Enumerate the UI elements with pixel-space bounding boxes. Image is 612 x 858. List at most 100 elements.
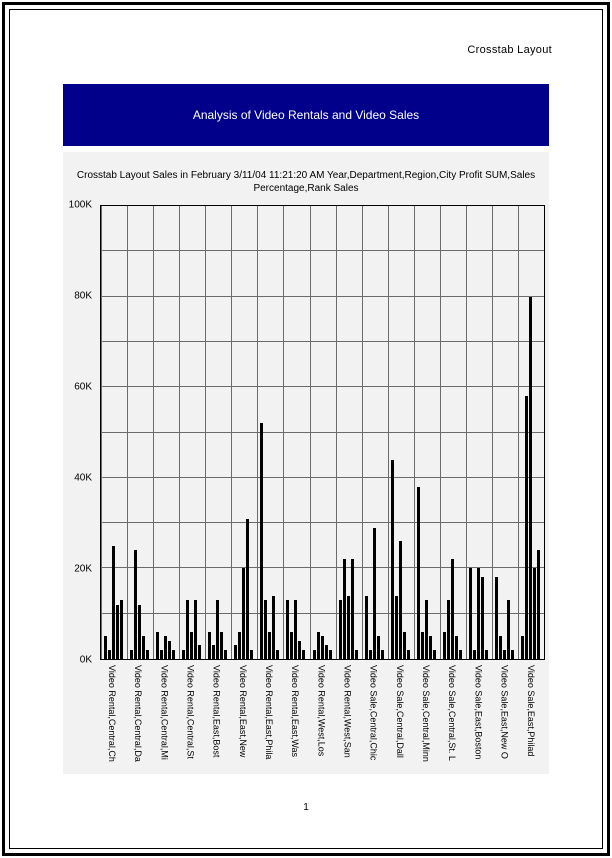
- bar: [312, 649, 316, 659]
- bar: [525, 396, 528, 659]
- x-axis-label: Video Rental,Central,Ch: [107, 665, 117, 762]
- bar: [476, 568, 480, 659]
- bar-group: [413, 206, 440, 659]
- bar: [316, 631, 320, 659]
- bar: [498, 636, 502, 659]
- bar: [521, 636, 524, 659]
- bar-group: [283, 206, 309, 659]
- bar: [160, 649, 164, 659]
- bar: [276, 649, 280, 659]
- bar-group: [518, 206, 544, 659]
- bar: [286, 600, 290, 659]
- bar-group: [153, 206, 179, 659]
- gridline: [101, 522, 544, 524]
- bar: [324, 645, 328, 659]
- chart-title-line1: Crosstab Layout Sales in February 3/11/0…: [76, 170, 536, 181]
- bar-group: [335, 206, 362, 659]
- bar: [264, 600, 268, 659]
- bar: [216, 600, 220, 659]
- x-axis-label: Video Sale,East,New O: [499, 665, 510, 759]
- bar: [182, 649, 186, 659]
- x-axis-label: Video Sale,Central,Chic: [368, 665, 379, 761]
- bar: [130, 649, 134, 659]
- y-tick-label: 80K: [74, 290, 92, 302]
- bar: [168, 640, 172, 659]
- y-tick-label: 20K: [74, 563, 92, 575]
- x-axis-label: Video Sale,East,Boston: [473, 665, 484, 760]
- gridline: [101, 295, 544, 297]
- bar: [472, 649, 476, 659]
- x-axis-label: Video Rental,West,Los: [316, 665, 327, 757]
- bar: [346, 595, 350, 659]
- bar: [198, 645, 202, 659]
- bar: [146, 649, 150, 659]
- page-number: 1: [303, 802, 309, 813]
- bar: [164, 636, 168, 659]
- chart-title-line2: Percentage,Rank Sales: [253, 183, 359, 194]
- bar: [529, 296, 532, 659]
- bar: [450, 559, 454, 659]
- bar-group: [465, 206, 492, 659]
- bar-group: [387, 206, 414, 659]
- bar: [328, 649, 332, 659]
- bar: [480, 577, 484, 659]
- bar: [116, 604, 119, 659]
- bar: [494, 577, 498, 659]
- bar: [220, 631, 224, 659]
- x-axis-label: Video Sale,Central,Dall: [394, 665, 405, 758]
- y-tick-label: 60K: [74, 381, 92, 393]
- gridline: [101, 386, 544, 388]
- bar: [190, 631, 194, 659]
- chart-title: Crosstab Layout Sales in February 3/11/0…: [63, 169, 549, 195]
- x-axis-label: Video Rental,Central,Mi: [159, 665, 170, 760]
- bar: [368, 649, 372, 659]
- bar: [134, 550, 138, 659]
- bar: [108, 649, 111, 659]
- bar: [208, 631, 212, 659]
- bar: [454, 636, 458, 659]
- bar-group: [491, 206, 518, 659]
- x-axis-label: Video Rental,East,Phila: [264, 665, 275, 760]
- x-axis: Video Rental,Central,Ch Video Rental,Cent…: [100, 662, 545, 774]
- bar: [260, 423, 264, 659]
- bar: [533, 568, 536, 659]
- bar: [120, 600, 123, 659]
- bar: [272, 595, 276, 659]
- bar: [224, 649, 228, 659]
- plot-area: [100, 205, 545, 660]
- x-axis-label: Video Rental,East,Bost: [211, 665, 222, 758]
- bar-group: [101, 206, 127, 659]
- bar: [290, 631, 294, 659]
- bar: [194, 600, 198, 659]
- bar: [250, 649, 254, 659]
- bar-group: [127, 206, 153, 659]
- gridline: [101, 476, 544, 478]
- bar: [104, 636, 107, 659]
- bar: [142, 636, 146, 659]
- bar: [380, 649, 384, 659]
- bar: [424, 600, 428, 659]
- x-axis-label: Video Sale,Central,St. L: [447, 665, 458, 761]
- bar: [432, 649, 436, 659]
- x-axis-label: Video Sale,East,Philad: [525, 665, 536, 757]
- bar: [238, 631, 242, 659]
- bar: [294, 600, 298, 659]
- bar: [320, 636, 324, 659]
- bar: [350, 559, 354, 659]
- gridline: [101, 340, 544, 342]
- bar: [112, 545, 115, 659]
- bar: [442, 631, 446, 659]
- report-header-label: Crosstab Layout: [467, 44, 552, 56]
- y-axis: 0K 20K 40K 60K 80K 100K: [63, 200, 96, 666]
- x-axis-label: Video Rental,Central,Da: [133, 665, 144, 762]
- bar-group: [179, 206, 205, 659]
- bar: [428, 636, 432, 659]
- bar: [138, 604, 142, 659]
- bar: [376, 636, 380, 659]
- bar: [372, 527, 376, 659]
- bar: [398, 541, 402, 659]
- bar: [458, 649, 462, 659]
- bar: [406, 649, 410, 659]
- bar: [502, 649, 506, 659]
- x-axis-label: Video Rental,West,San: [342, 665, 353, 758]
